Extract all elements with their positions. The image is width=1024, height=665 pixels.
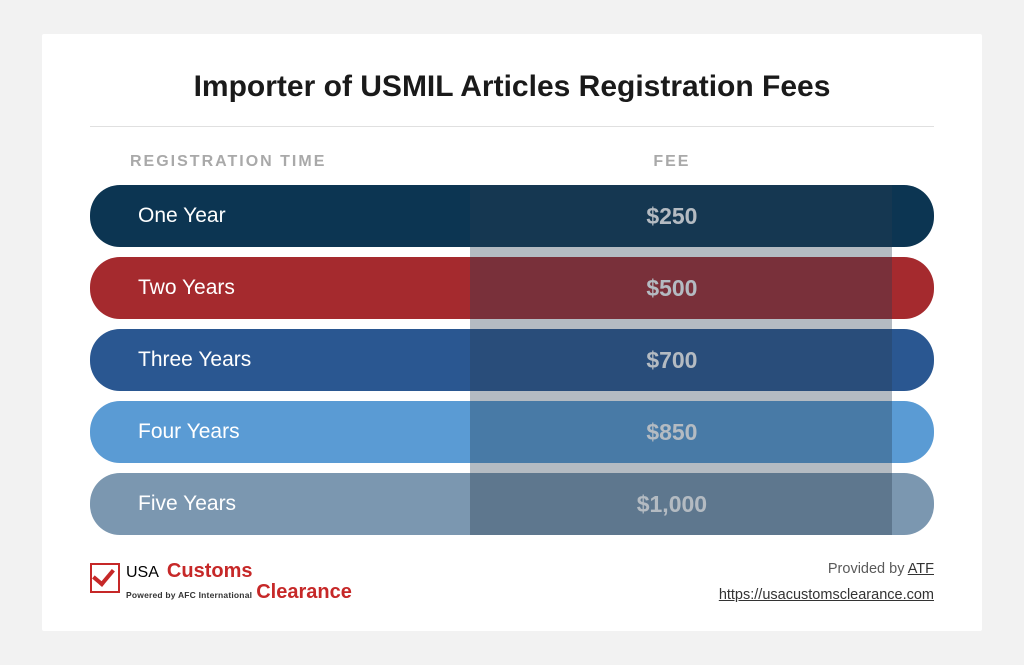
logo-powered: Powered by AFC International [126,590,252,600]
logo-usa: USA [126,564,159,582]
page-title: Importer of USMIL Articles Registration … [90,70,934,104]
cell-time: Three Years [90,348,470,372]
logo-clearance: Clearance [256,581,352,603]
cell-time: Five Years [90,492,470,516]
cell-fee: $850 [470,419,934,446]
table-body: One Year $250 Two Years $500 Three Years… [90,185,934,535]
card-footer: USA Customs Powered by AFC International… [90,561,934,603]
col-header-time: REGISTRATION TIME [90,153,470,171]
table-row: Four Years $850 [90,401,934,463]
table-row: Two Years $500 [90,257,934,319]
cell-time: One Year [90,204,470,228]
title-divider [90,126,934,127]
cell-time: Four Years [90,420,470,444]
table-row: Three Years $700 [90,329,934,391]
brand-logo: USA Customs Powered by AFC International… [90,561,352,603]
cell-fee: $500 [470,275,934,302]
table-header-row: REGISTRATION TIME FEE [90,153,934,171]
provided-by-line: Provided by ATF [719,561,934,577]
table-row: Five Years $1,000 [90,473,934,535]
fee-table: REGISTRATION TIME FEE One Year $250 Two … [90,153,934,535]
provided-prefix: Provided by [828,561,908,577]
source-url-line: https://usacustomsclearance.com [719,587,934,603]
cell-fee: $250 [470,203,934,230]
logo-text-block: USA Customs Powered by AFC International… [126,561,352,603]
cell-fee: $1,000 [470,491,934,518]
credits-block: Provided by ATF https://usacustomscleara… [719,561,934,603]
provided-link[interactable]: ATF [908,561,934,577]
source-url-link[interactable]: https://usacustomsclearance.com [719,587,934,603]
logo-customs: Customs [167,560,253,582]
table-row: One Year $250 [90,185,934,247]
cell-fee: $700 [470,347,934,374]
cell-time: Two Years [90,276,470,300]
col-header-fee: FEE [470,153,934,171]
fee-card: Importer of USMIL Articles Registration … [42,34,982,631]
checkmark-icon [90,563,120,593]
